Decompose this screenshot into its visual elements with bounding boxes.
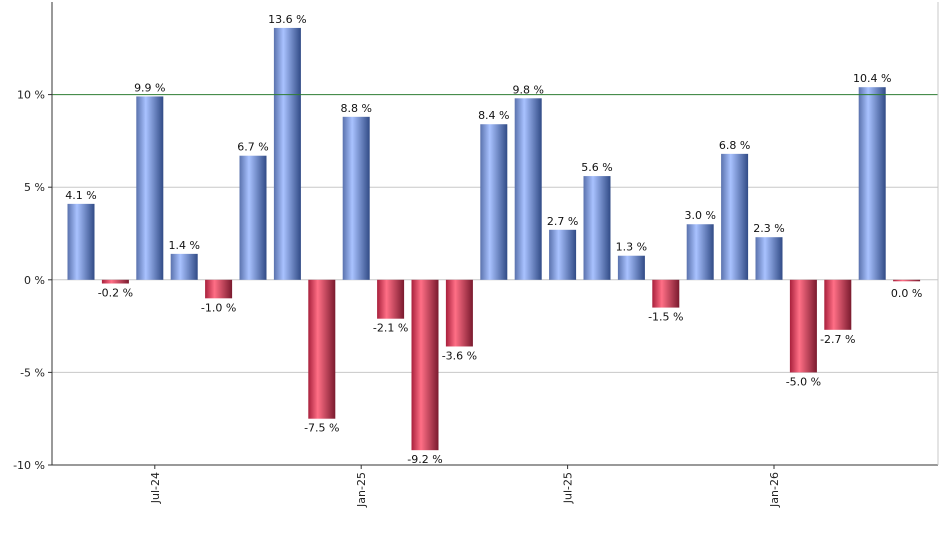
axes	[51, 2, 939, 466]
bar	[583, 176, 611, 280]
x-tick-label: Jan-25	[355, 472, 368, 508]
bar	[308, 279, 336, 419]
data-label: 6.7 %	[237, 141, 268, 154]
data-label: -9.2 %	[407, 453, 442, 466]
bar	[480, 124, 508, 280]
bar	[377, 279, 405, 319]
y-tick-label: 10 %	[17, 89, 45, 102]
data-label: 13.6 %	[268, 13, 306, 26]
data-label: 6.8 %	[719, 139, 750, 152]
data-label: -2.1 %	[373, 322, 408, 335]
data-label: 8.4 %	[478, 109, 509, 122]
bar	[617, 255, 645, 280]
data-label: -1.0 %	[201, 301, 236, 314]
data-label: 5.6 %	[581, 161, 612, 174]
data-label: 4.1 %	[65, 189, 96, 202]
data-label: 9.8 %	[512, 83, 543, 96]
bar	[514, 98, 542, 280]
y-tick-label: 5 %	[24, 181, 45, 194]
bar	[273, 27, 301, 280]
bar	[411, 279, 439, 451]
x-tick-label: Jul-24	[149, 472, 162, 504]
data-label: 0.0 %	[891, 287, 922, 300]
bar	[721, 153, 749, 280]
x-tick-label: Jul-25	[562, 472, 575, 504]
bars	[67, 27, 921, 451]
x-tick-label: Jan-26	[768, 472, 781, 508]
bar	[789, 279, 817, 373]
bar	[205, 279, 233, 299]
bar	[67, 203, 95, 280]
bar	[170, 253, 198, 280]
bar	[858, 87, 886, 280]
bar	[239, 155, 267, 280]
data-label: -7.5 %	[304, 422, 339, 435]
data-label: -0.2 %	[98, 287, 133, 300]
data-label: 10.4 %	[853, 72, 891, 85]
data-label: -2.7 %	[820, 333, 855, 346]
bar	[686, 224, 714, 280]
data-label: -1.5 %	[648, 311, 683, 324]
data-label: 1.4 %	[168, 239, 199, 252]
bar	[136, 96, 164, 280]
y-axis-ticks: 10 % 5 % 0 % -5 % -10 %	[13, 89, 52, 472]
bar	[824, 279, 852, 330]
bar	[549, 229, 577, 280]
x-axis-ticks: Jul-24 Jan-25 Jul-25 Jan-26	[149, 465, 781, 508]
bar	[755, 237, 783, 280]
bar	[893, 279, 921, 282]
data-label: -5.0 %	[786, 375, 821, 388]
y-tick-label: 0 %	[24, 274, 45, 287]
data-label: 2.3 %	[753, 222, 784, 235]
data-label: 1.3 %	[616, 241, 647, 254]
data-label: 9.9 %	[134, 81, 165, 94]
bar	[652, 279, 680, 308]
bar	[445, 279, 473, 347]
data-label: 8.8 %	[340, 102, 371, 115]
data-label: -3.6 %	[442, 349, 477, 362]
bar	[101, 279, 129, 284]
data-label: 3.0 %	[684, 209, 715, 222]
y-tick-label: -10 %	[13, 459, 45, 472]
data-label: 2.7 %	[547, 215, 578, 228]
y-tick-label: -5 %	[20, 366, 45, 379]
data-labels: 4.1 % -0.2 % 9.9 % 1.4 % -1.0 % 6.7 % 13.6 % -7…	[65, 13, 922, 466]
bar	[342, 116, 370, 280]
